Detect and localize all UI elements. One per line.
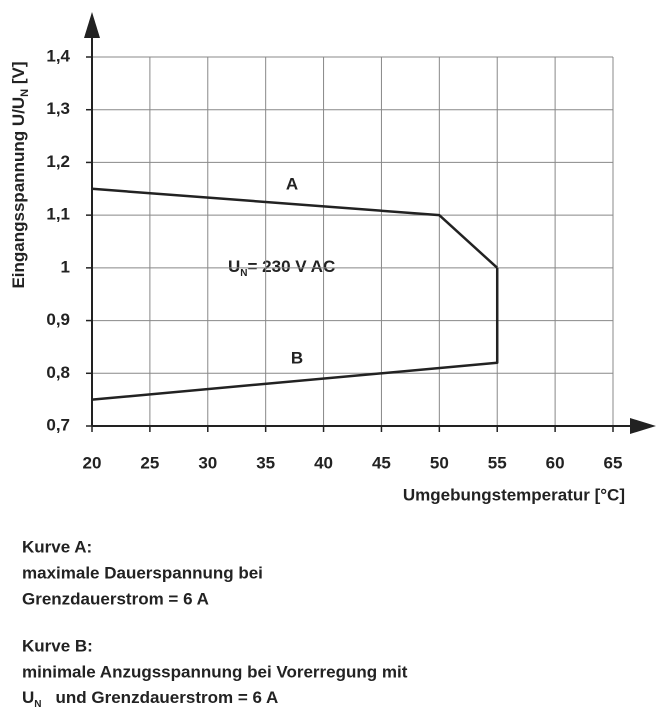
note-line: minimale Anzugsspannung bei Vorerregung … bbox=[22, 662, 408, 681]
x-tick-label: 50 bbox=[430, 453, 449, 472]
x-tick-label: 60 bbox=[546, 453, 565, 472]
curve bbox=[91, 267, 499, 401]
x-tick-label: 55 bbox=[488, 453, 507, 472]
y-tick-label: 0,8 bbox=[46, 363, 70, 382]
annotation: UN= 230 V AC bbox=[228, 257, 335, 278]
x-tick-label: 25 bbox=[140, 453, 159, 472]
curve-label: A bbox=[286, 174, 298, 193]
y-tick-label: 0,9 bbox=[46, 310, 70, 329]
curve-label: B bbox=[291, 348, 303, 367]
x-axis-arrow bbox=[630, 418, 656, 434]
y-tick-label: 1,4 bbox=[46, 46, 70, 65]
x-tick-label: 35 bbox=[256, 453, 275, 472]
note-title: Kurve A: bbox=[22, 537, 92, 556]
curve bbox=[91, 187, 499, 269]
y-tick-label: 1,2 bbox=[46, 152, 70, 171]
y-axis-label: Eingangsspannung U/UN [V] bbox=[9, 61, 30, 288]
x-tick-label: 40 bbox=[314, 453, 333, 472]
y-tick-label: 0,7 bbox=[46, 415, 70, 434]
note-line: UN und Grenzdauerstrom = 6 A bbox=[22, 688, 278, 709]
x-tick-label: 65 bbox=[604, 453, 623, 472]
y-tick-label: 1 bbox=[61, 257, 70, 276]
x-tick-label: 20 bbox=[83, 453, 102, 472]
y-axis-arrow bbox=[84, 12, 100, 38]
note-line: maximale Dauerspannung bei bbox=[22, 563, 263, 582]
x-tick-label: 30 bbox=[198, 453, 217, 472]
x-tick-label: 45 bbox=[372, 453, 391, 472]
y-tick-label: 1,3 bbox=[46, 99, 70, 118]
note-line: Grenzdauerstrom = 6 A bbox=[22, 589, 209, 608]
x-axis-label: Umgebungstemperatur [°C] bbox=[403, 485, 625, 504]
note-title: Kurve B: bbox=[22, 636, 93, 655]
y-tick-label: 1,1 bbox=[46, 205, 70, 224]
